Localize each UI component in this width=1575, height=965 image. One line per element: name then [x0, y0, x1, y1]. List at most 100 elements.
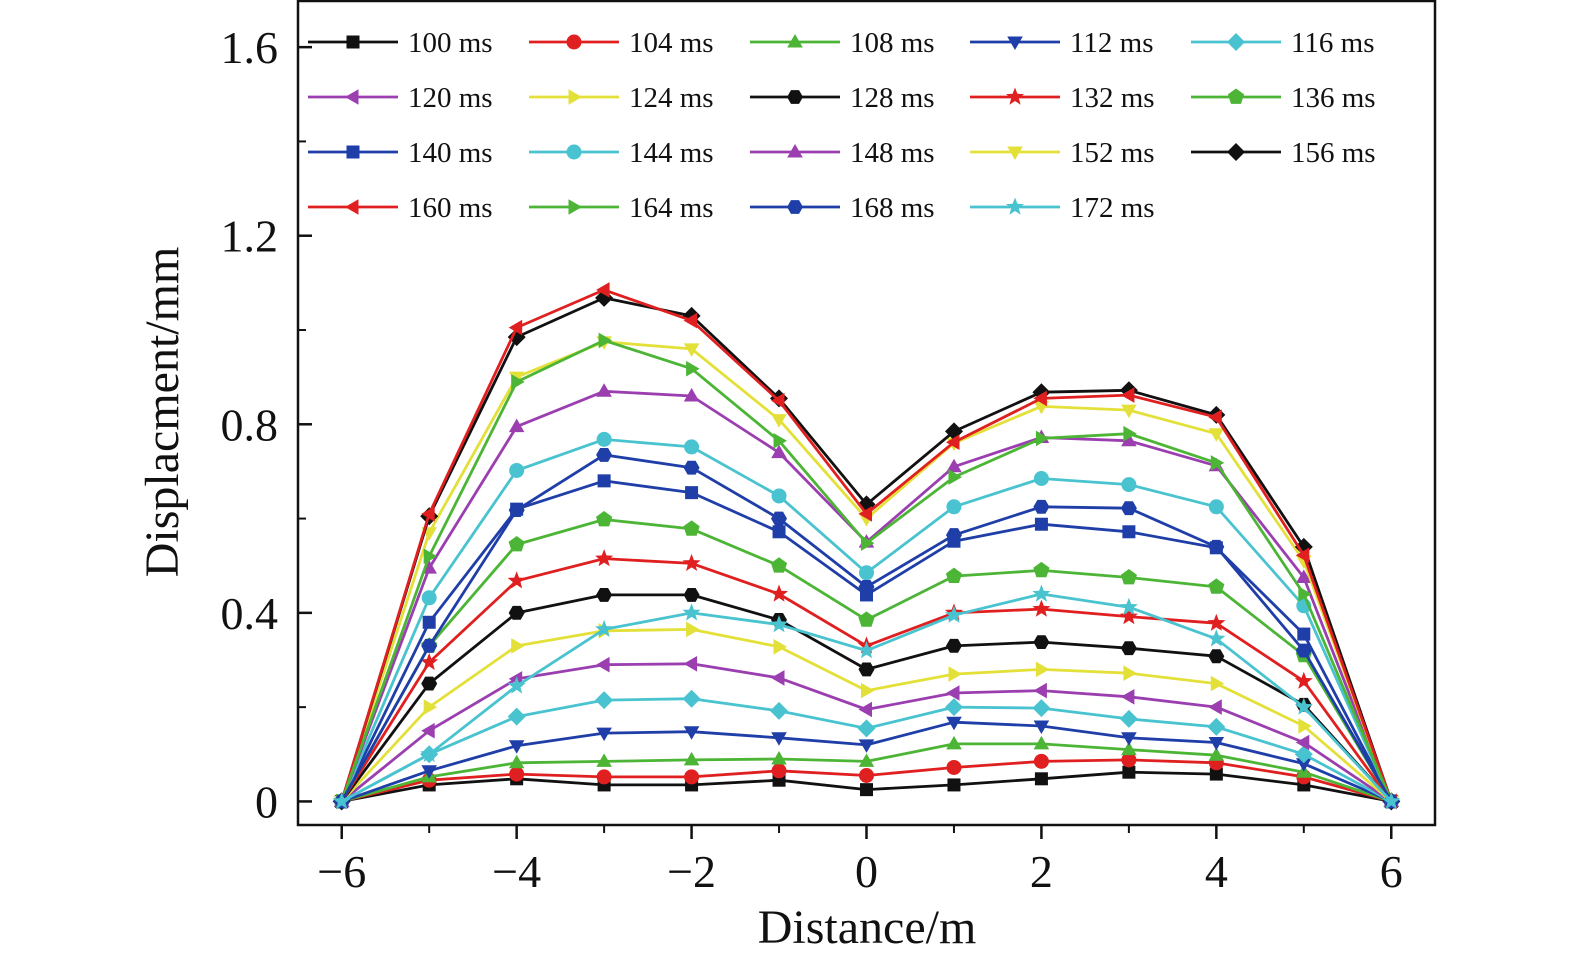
legend-marker	[345, 89, 359, 105]
legend-label: 112 ms	[1070, 27, 1154, 59]
data-point	[1119, 597, 1138, 615]
data-point	[946, 685, 960, 701]
data-point	[770, 615, 789, 633]
x-tick-label: 4	[1205, 846, 1228, 897]
legend-item: 152 ms	[970, 137, 1155, 169]
data-point	[1033, 720, 1050, 734]
data-point	[508, 740, 525, 754]
data-point	[682, 689, 701, 708]
data-point	[1298, 718, 1312, 734]
data-point	[771, 751, 787, 765]
data-point	[1032, 699, 1051, 718]
legend-label: 124 ms	[629, 82, 714, 114]
legend-marker	[787, 34, 803, 48]
data-point	[332, 791, 351, 810]
data-point	[596, 753, 612, 767]
data-point	[771, 444, 787, 459]
data-point	[859, 565, 874, 581]
data-point	[1208, 499, 1224, 515]
data-point	[596, 656, 610, 673]
data-point	[857, 641, 876, 659]
y-axis: 0 0.4 0.8 1.2 1.6	[221, 22, 312, 827]
data-point	[770, 584, 789, 602]
legend-marker	[1227, 88, 1245, 104]
data-point	[1033, 753, 1049, 769]
data-point	[511, 374, 525, 390]
data-point	[682, 603, 701, 621]
data-point	[423, 699, 438, 715]
data-point	[857, 719, 876, 738]
legend-label: 140 ms	[408, 137, 493, 169]
data-point	[596, 448, 613, 462]
data-point	[1122, 765, 1136, 779]
data-point	[857, 495, 876, 514]
data-point	[511, 638, 525, 654]
plot-frame	[296, 0, 1437, 827]
data-point	[1208, 539, 1225, 554]
data-point	[1033, 499, 1050, 514]
data-point	[944, 605, 963, 623]
legend-label: 144 ms	[629, 137, 714, 169]
data-point	[946, 499, 962, 515]
data-point	[1208, 409, 1222, 425]
data-point	[421, 638, 438, 653]
legend-item: 136 ms	[1191, 82, 1376, 114]
data-point	[683, 312, 698, 329]
legend-marker	[787, 200, 803, 214]
data-point	[946, 716, 962, 731]
x-tick-label: 2	[1030, 846, 1053, 897]
data-point	[1121, 404, 1137, 419]
data-point	[1033, 682, 1047, 699]
data-point	[1207, 629, 1226, 647]
data-point	[507, 571, 526, 589]
legend-item: 120 ms	[308, 82, 493, 114]
data-point	[1210, 675, 1225, 692]
data-point	[858, 739, 875, 753]
data-point	[771, 488, 787, 504]
data-point	[682, 553, 701, 571]
data-point	[1120, 689, 1135, 705]
data-point	[858, 662, 875, 677]
series-172-ms	[332, 584, 1401, 810]
data-point	[683, 388, 700, 402]
data-point	[596, 588, 613, 602]
data-point	[421, 590, 437, 606]
data-point	[1208, 699, 1222, 715]
data-point	[1295, 547, 1310, 564]
data-point	[861, 535, 875, 551]
data-point	[1119, 709, 1138, 728]
data-point	[771, 732, 787, 746]
data-point	[858, 580, 875, 594]
legend-marker	[1227, 143, 1245, 161]
data-point	[771, 670, 785, 686]
data-point	[1209, 767, 1223, 781]
data-point	[946, 434, 960, 450]
data-point	[770, 701, 788, 720]
data-point	[771, 392, 785, 409]
data-point	[596, 282, 610, 298]
data-point	[596, 511, 613, 527]
data-point	[946, 735, 962, 750]
data-point	[596, 383, 612, 397]
legend-marker	[568, 89, 582, 105]
legend-item: 168 ms	[750, 192, 935, 224]
data-point	[1208, 578, 1225, 594]
legend-item: 104 ms	[529, 27, 714, 59]
legend-item: 160 ms	[308, 192, 493, 224]
data-point	[1033, 471, 1049, 486]
x-tick-label: 0	[855, 846, 878, 897]
legend: 100 ms 104 ms 108 ms 112 ms 116 ms 120 ms 124 …	[308, 27, 1376, 224]
data-point	[685, 486, 699, 500]
data-point	[773, 433, 787, 449]
legend-marker	[1006, 197, 1024, 215]
legend-label: 172 ms	[1070, 192, 1155, 224]
legend-marker	[566, 34, 582, 50]
data-point	[1120, 569, 1137, 585]
legend-item: 164 ms	[529, 192, 714, 224]
legend-marker	[345, 199, 359, 215]
data-point	[1121, 732, 1137, 746]
data-point	[420, 744, 439, 762]
data-point	[946, 458, 962, 473]
data-point	[771, 511, 787, 526]
data-point	[686, 360, 700, 377]
